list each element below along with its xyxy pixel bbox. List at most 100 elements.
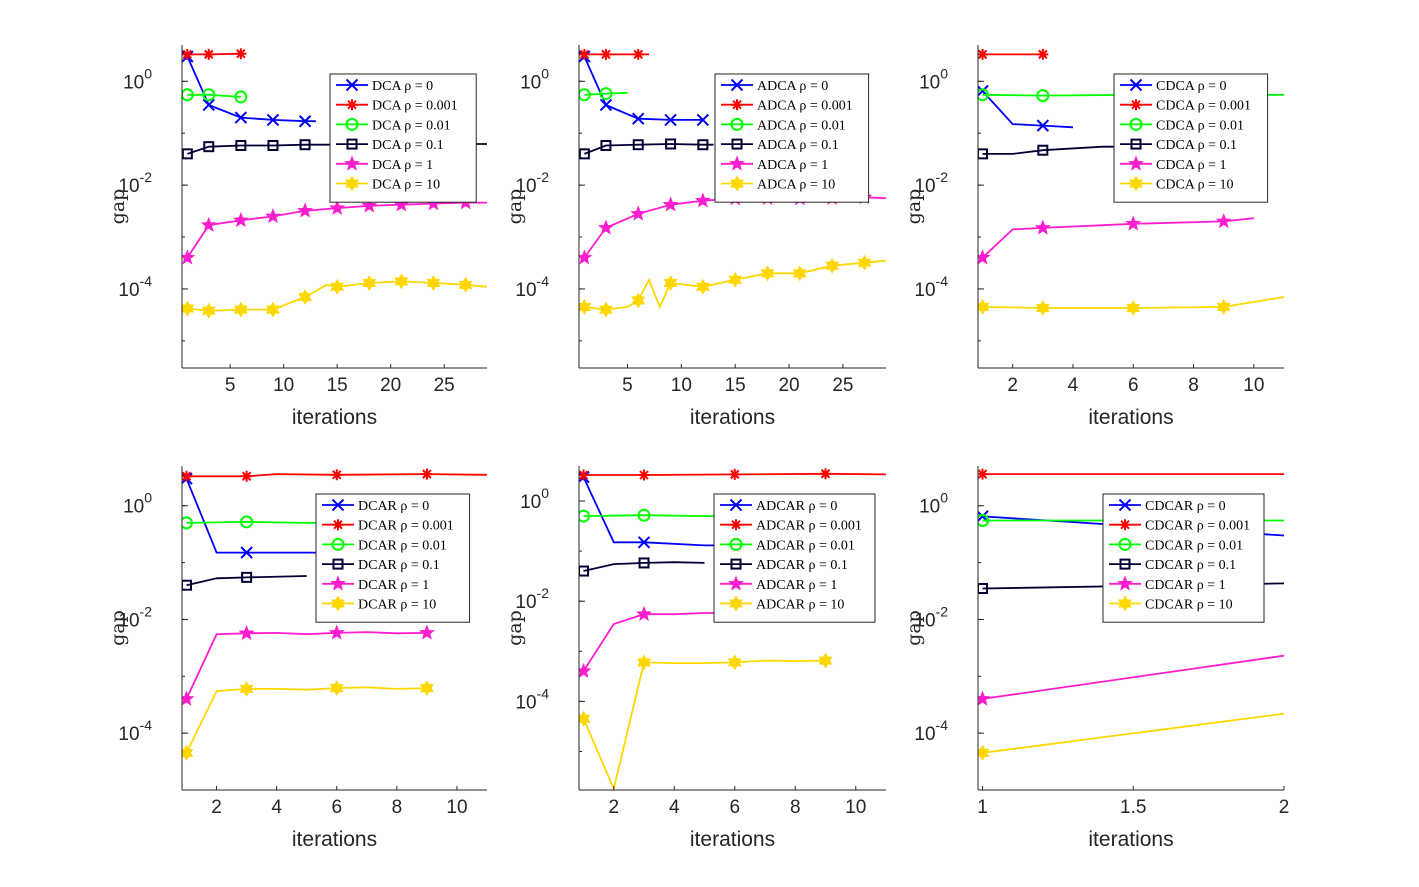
legend-marker [731,138,743,150]
legend-entry: CDCA ρ = 0.001 [1120,99,1251,114]
legend-marker [731,99,743,111]
x-tick-label: 10 [671,375,692,396]
legend-entry: DCA ρ = 1 [336,155,433,173]
legend-label: DCA ρ = 0.001 [372,99,458,114]
legend-marker [346,99,358,111]
legend-entry: CDCA ρ = 0 [1120,78,1227,94]
y-tick-label: 10-4 [515,685,549,713]
y-tick-label: 100 [919,490,948,518]
series-rho_1 [182,624,435,706]
series-rho_10 [579,254,886,318]
data-point-marker [234,90,248,104]
legend-entry: DCA ρ = 0.001 [336,99,458,114]
data-point-marker [182,148,193,160]
legend-label: DCAR ρ = 0.01 [358,538,447,553]
data-point-marker [328,624,345,640]
x-tick-label: 4 [1068,375,1079,396]
series-rho_1 [978,213,1254,265]
series-rho_0-001 [579,468,886,481]
data-point-marker [182,470,193,482]
data-point-marker [1037,144,1049,156]
x-axis-label: iterations [690,828,775,851]
data-point-marker [728,271,743,288]
data-point-marker [298,288,313,305]
x-tick-label: 10 [1243,375,1264,396]
legend: CDCAR ρ = 0 CDCAR ρ = 0.001 CDCAR ρ = 0.01… [1102,493,1265,623]
data-point-marker [266,301,280,318]
series-rho_10 [182,273,487,319]
legend-label: CDCAR ρ = 0.01 [1145,538,1243,553]
y-tick-label: 100 [123,490,152,518]
legend-entry: ADCA ρ = 0.01 [721,117,846,133]
legend-entry: ADCA ρ = 0.1 [721,138,839,153]
data-point-marker [240,515,254,529]
legend-label: ADCA ρ = 0.001 [757,99,853,114]
legend-marker [729,155,745,171]
data-point-marker [330,278,345,295]
legend-label: ADCAR ρ = 1 [756,578,837,593]
series-rho_0 [579,50,710,127]
x-axis-label: iterations [1088,406,1173,429]
data-point-marker [1034,219,1051,235]
data-point-marker [760,265,775,282]
data-point-marker [579,710,591,727]
legend-entry: DCA ρ = 0.01 [336,117,451,133]
data-point-marker [298,115,312,128]
legend-marker [730,519,742,531]
data-point-marker [239,680,254,697]
legend-marker [1118,537,1132,551]
legend-marker [730,78,744,92]
data-point-marker [235,139,247,151]
y-tick-label: 10-4 [118,717,152,745]
data-point-marker [458,276,473,293]
legend-marker [345,78,359,92]
x-axis-label: iterations [292,828,377,851]
series-rho_0-001 [182,48,247,60]
x-axis-label: iterations [690,406,775,429]
legend-marker [332,558,344,570]
series-line [584,143,714,155]
x-tick-label: 8 [1188,375,1199,396]
legend-entry: DCAR ρ = 0.01 [322,537,447,553]
data-point-marker [182,300,195,317]
data-point-marker [200,216,217,232]
data-point-marker [297,202,314,218]
series-rho_0 [978,84,1074,132]
data-point-marker [1215,213,1232,229]
data-point-marker [331,469,343,481]
x-tick-label: 1 [977,797,988,818]
x-tick-label: 6 [729,797,740,818]
x-tick-label: 15 [725,375,746,396]
legend: DCAR ρ = 0 DCAR ρ = 0.001 DCAR ρ = 0.01 DCA… [315,493,471,623]
data-point-marker [182,249,196,265]
data-point-marker [182,744,194,761]
legend-label: ADCA ρ = 0.01 [757,118,846,133]
subplot-5: 2 4 6 8 10 100 10-2 10-4 iterations gap ADCAR ρ = … [504,466,886,851]
data-point-marker [792,265,807,282]
series-rho_0-001 [978,468,1284,480]
series-line [185,631,427,700]
legend-label: DCAR ρ = 0.1 [358,558,440,573]
data-point-marker [182,88,194,102]
legend: DCA ρ = 0 DCA ρ = 0.001 DCA ρ = 0.01 DCA ρ … [329,73,477,203]
data-point-marker [203,141,215,153]
data-point-marker [329,680,344,697]
data-point-marker [632,48,644,60]
data-point-marker [978,744,990,761]
data-point-marker [394,273,409,290]
y-tick-label: 100 [123,65,152,93]
data-point-marker [579,48,590,60]
legend-label: DCA ρ = 0.1 [372,138,444,153]
series-rho_0-001 [978,48,1049,60]
legend-entry: DCAR ρ = 0 [322,498,429,514]
series-rho_0-01 [182,88,248,104]
data-point-marker [599,98,613,112]
legend-entry: DCAR ρ = 1 [322,575,429,593]
series-line [186,520,337,524]
data-point-marker [234,111,248,124]
legend-marker [730,117,744,131]
y-tick-label: 100 [520,65,549,93]
